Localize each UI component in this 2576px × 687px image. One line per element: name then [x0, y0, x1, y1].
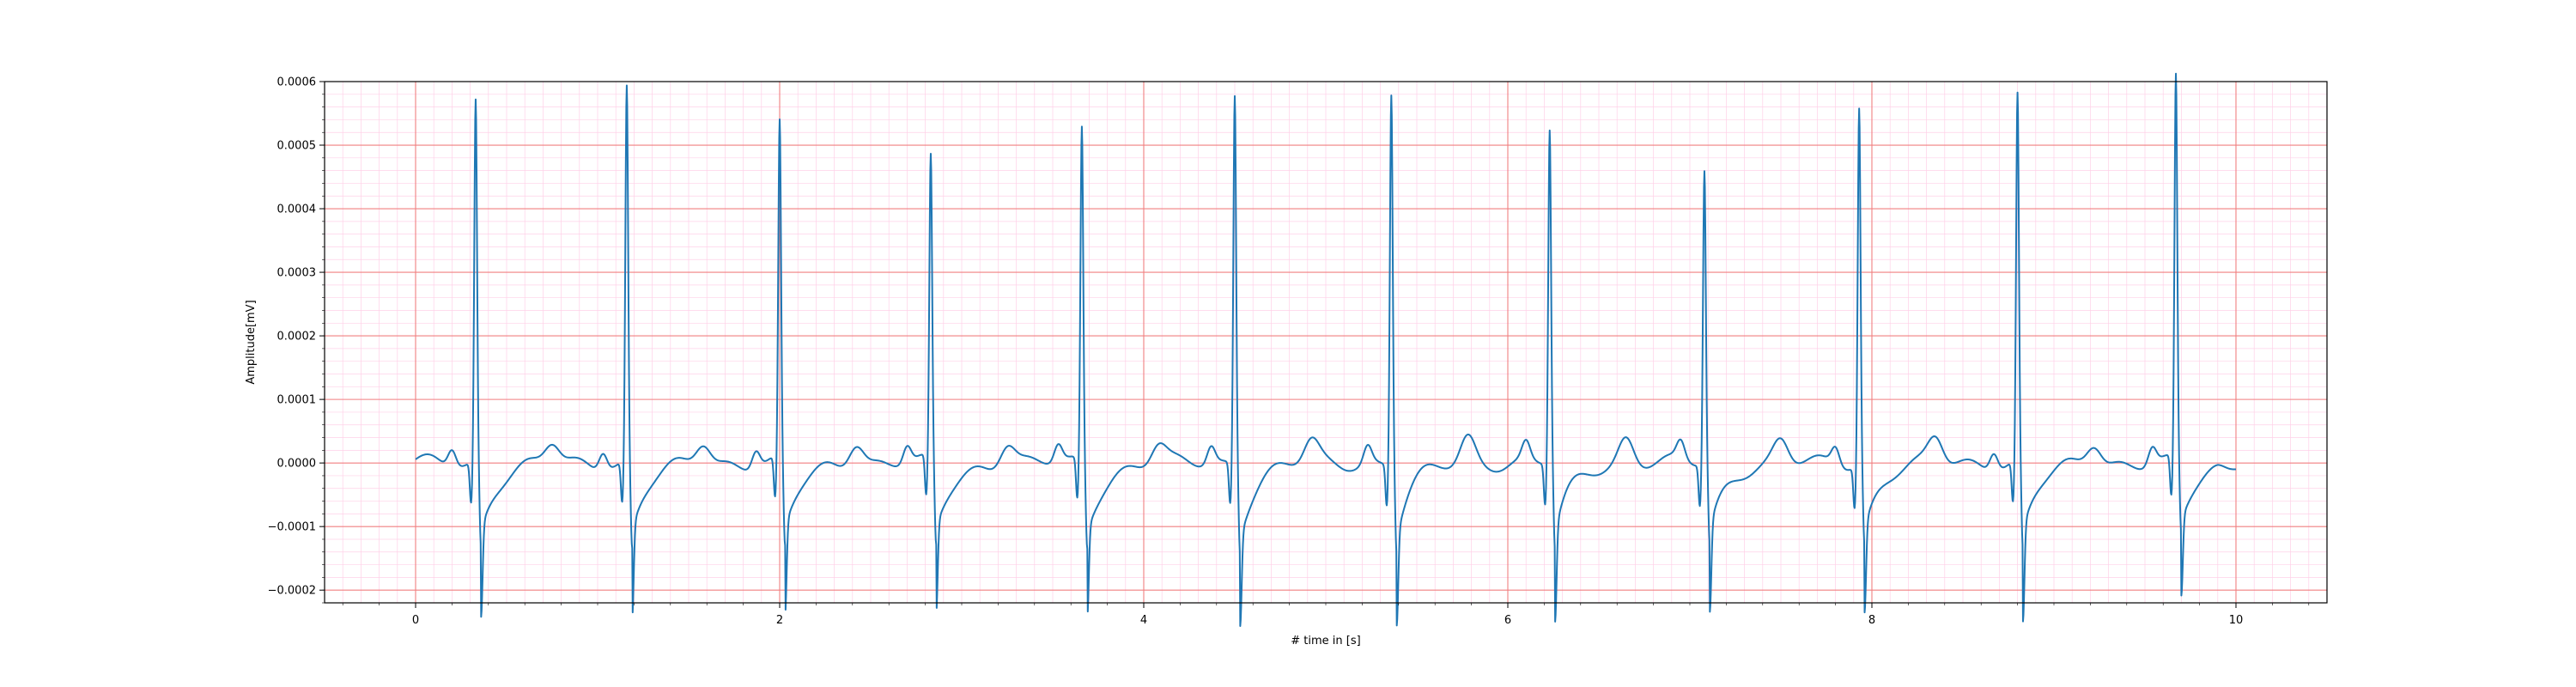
- x-tick-label: 2: [776, 614, 783, 627]
- y-tick-label: 0.0000: [277, 458, 317, 471]
- y-tick-label: 0.0006: [277, 76, 317, 89]
- plot-area: [415, 72, 2237, 627]
- y-tick-label: −0.0001: [268, 521, 316, 534]
- y-tick-label: 0.0003: [277, 267, 317, 280]
- y-tick-label: 0.0002: [277, 331, 317, 344]
- y-tick-label: −0.0002: [268, 585, 316, 598]
- x-tick-label: 10: [2229, 614, 2244, 627]
- y-tick-label: 0.0001: [277, 394, 317, 407]
- x-axis-ticks: 0 2 4 6 8 10: [342, 603, 2310, 627]
- y-tick-label: 0.0005: [277, 140, 317, 153]
- x-tick-label: 0: [412, 614, 419, 627]
- x-tick-label: 8: [1868, 614, 1875, 627]
- y-axis-ticks: −0.0002 −0.0001 0.0000 0.0001 0.0002 0.0003 0.…: [268, 76, 325, 604]
- x-tick-label: 6: [1504, 614, 1511, 627]
- ecg-series-line: [415, 72, 2237, 627]
- y-axis-label: Amplitude[mV]: [245, 300, 258, 384]
- y-tick-label: 0.0004: [277, 204, 317, 216]
- major-grid: [325, 81, 2327, 603]
- x-tick-label: 4: [1140, 614, 1147, 627]
- x-axis-label: # time in [s]: [1291, 635, 1360, 647]
